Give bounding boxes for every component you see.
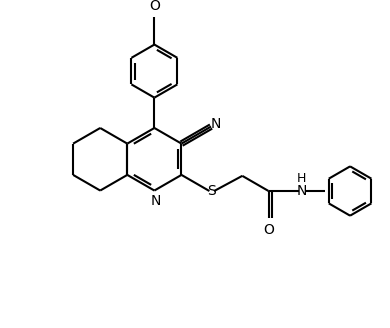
Text: O: O xyxy=(149,0,160,13)
Text: N: N xyxy=(296,184,307,198)
Text: N: N xyxy=(211,117,221,131)
Text: S: S xyxy=(207,184,216,198)
Text: N: N xyxy=(150,195,161,208)
Text: O: O xyxy=(263,223,274,237)
Text: H: H xyxy=(297,172,307,185)
